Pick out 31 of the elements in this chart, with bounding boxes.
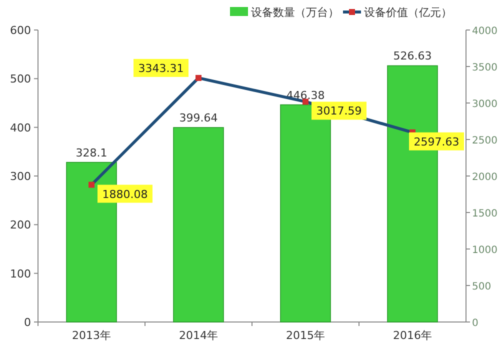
data-label: 446.38 bbox=[286, 88, 325, 102]
y2-tick-label: 3500 bbox=[472, 62, 498, 74]
y-tick-label: 600 bbox=[10, 24, 31, 37]
y2-tick-label: 4000 bbox=[472, 26, 498, 37]
y-tick-label: 300 bbox=[10, 170, 31, 183]
y-tick-label: 500 bbox=[10, 72, 31, 86]
x-tick-label: 2015年 bbox=[286, 329, 325, 342]
legend-label: 设备数量（万台） bbox=[251, 6, 339, 19]
y2-tick-label: 0 bbox=[472, 318, 478, 329]
y2-tick-label: 1000 bbox=[472, 245, 498, 256]
x-tick-label: 2016年 bbox=[393, 329, 432, 342]
data-label: 526.63 bbox=[393, 50, 432, 63]
data-label: 2597.63 bbox=[414, 135, 460, 148]
data-label: 399.64 bbox=[179, 112, 218, 125]
y2-tick-label: 1500 bbox=[472, 208, 498, 220]
data-label: 328.1 bbox=[76, 146, 108, 160]
data-label: 1880.08 bbox=[102, 188, 148, 201]
legend-label: 设备价值（亿元） bbox=[364, 6, 452, 19]
y-tick-label: 100 bbox=[10, 267, 31, 280]
x-tick-label: 2014年 bbox=[179, 329, 218, 342]
data-label: 3017.59 bbox=[316, 104, 362, 118]
y2-tick-label: 500 bbox=[472, 282, 492, 292]
y-tick-label: 0 bbox=[24, 316, 31, 329]
y-tick-label: 400 bbox=[10, 121, 31, 134]
y-tick-label: 200 bbox=[10, 218, 31, 232]
bar bbox=[173, 127, 224, 322]
x-tick-label: 2013年 bbox=[72, 329, 111, 342]
y2-tick-label: 2000 bbox=[472, 172, 498, 183]
y2-tick-label: 2500 bbox=[472, 136, 498, 146]
data-label: 3343.31 bbox=[138, 62, 184, 75]
y2-tick-label: 3000 bbox=[472, 99, 498, 110]
